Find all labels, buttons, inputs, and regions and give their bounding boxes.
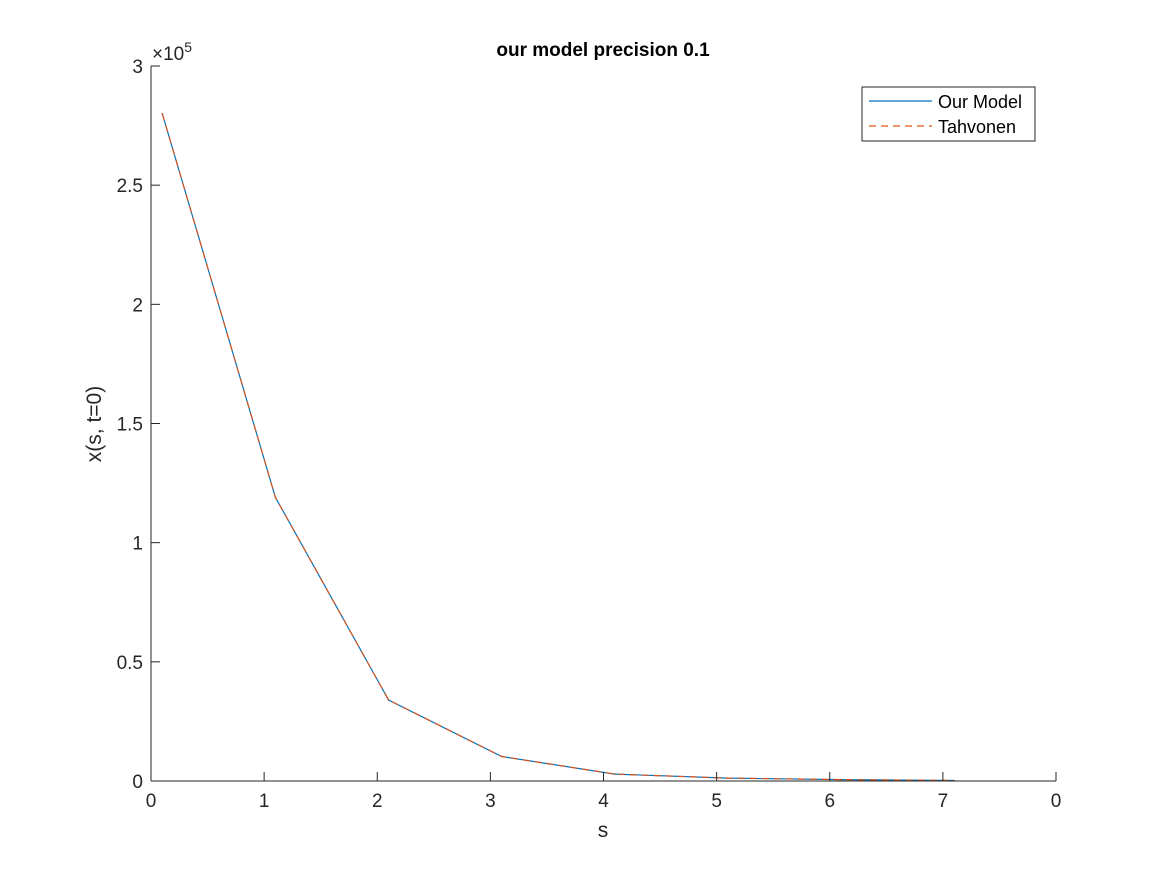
data-point (614, 773, 616, 775)
x-tick-label: 1 (259, 791, 270, 812)
y-tick-label: 0 (132, 772, 143, 793)
series-line-tahvonen (161, 113, 955, 782)
legend-label-our-model: Our Model (938, 92, 1022, 112)
x-axis-label: s (598, 819, 609, 842)
data-point (500, 755, 503, 758)
chart-title: our model precision 0.1 (496, 40, 710, 61)
x-tick-label: 0 (1051, 791, 1062, 812)
x-tick-label: 0 (146, 791, 157, 812)
x-tick-label: 3 (485, 791, 496, 812)
legend: Our Model Tahvonen (861, 86, 1036, 142)
y-axis-label: x(s, t=0) (83, 386, 106, 462)
x-tick-label: 4 (598, 791, 609, 812)
x-tick-label: 7 (938, 791, 949, 812)
data-point (274, 496, 277, 499)
legend-box (861, 86, 1036, 142)
y-exponent-label: ×105 (152, 39, 192, 65)
series-layer (161, 112, 955, 782)
y-tick-label: 0.5 (117, 653, 143, 674)
x-tick-label: 2 (372, 791, 383, 812)
legend-label-tahvonen: Tahvonen (938, 117, 1016, 137)
y-tick-label: 1 (132, 534, 143, 555)
y-tick-label: 1.5 (117, 415, 143, 436)
x-tick-label: 5 (711, 791, 722, 812)
data-point (161, 112, 164, 115)
y-tick-label: 2.5 (117, 176, 143, 197)
x-tick-label: 6 (824, 791, 835, 812)
y-tick-label: 3 (132, 57, 143, 78)
data-point (387, 699, 390, 701)
y-exponent-power: 5 (184, 39, 192, 55)
data-point (840, 778, 842, 781)
ticks-layer: 0 1 2 3 4 5 6 7 000.511.522.53 (117, 57, 1062, 812)
plot-area (151, 66, 1056, 781)
data-point (727, 777, 729, 779)
y-tick-label: 2 (132, 295, 143, 316)
